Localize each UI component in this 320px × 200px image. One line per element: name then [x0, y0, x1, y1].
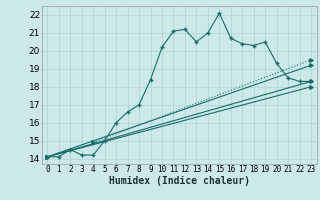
X-axis label: Humidex (Indice chaleur): Humidex (Indice chaleur): [109, 176, 250, 186]
